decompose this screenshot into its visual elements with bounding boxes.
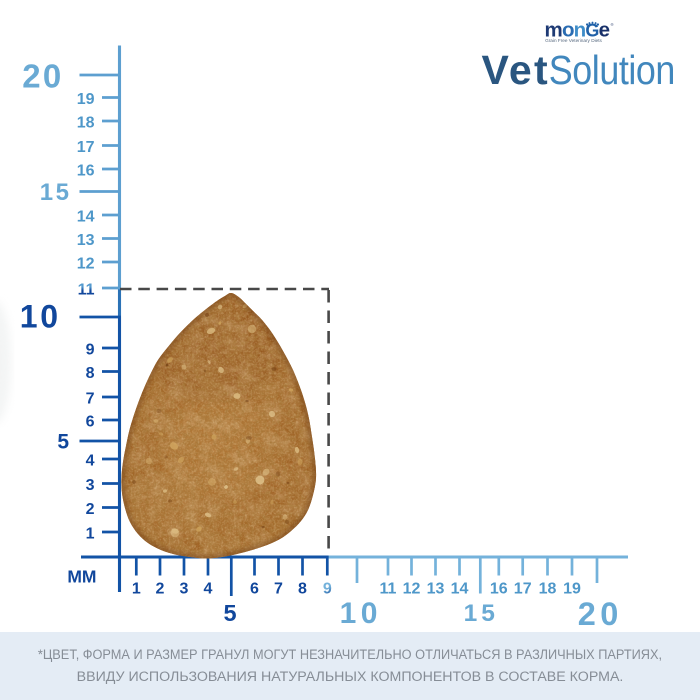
svg-text:6: 6 bbox=[250, 581, 259, 598]
svg-text:®: ® bbox=[611, 22, 614, 27]
svg-text:7: 7 bbox=[274, 581, 283, 598]
svg-text:16: 16 bbox=[490, 581, 508, 598]
svg-text:13: 13 bbox=[77, 232, 95, 249]
svg-text:ММ: ММ bbox=[67, 567, 96, 587]
svg-text:9: 9 bbox=[86, 341, 95, 358]
svg-text:15: 15 bbox=[40, 179, 72, 206]
svg-text:1: 1 bbox=[86, 525, 95, 542]
svg-text:Solution: Solution bbox=[549, 48, 675, 94]
svg-text:5: 5 bbox=[57, 431, 69, 454]
svg-text:5: 5 bbox=[223, 600, 236, 626]
svg-text:4: 4 bbox=[86, 452, 95, 469]
svg-text:8: 8 bbox=[298, 581, 307, 598]
svg-text:15: 15 bbox=[464, 600, 499, 627]
svg-text:2: 2 bbox=[156, 581, 165, 598]
svg-text:19: 19 bbox=[563, 581, 581, 598]
svg-text:13: 13 bbox=[427, 581, 445, 598]
svg-text:11: 11 bbox=[380, 581, 397, 598]
svg-text:12: 12 bbox=[77, 255, 95, 272]
svg-text:8: 8 bbox=[86, 365, 95, 382]
svg-text:20: 20 bbox=[22, 58, 63, 95]
svg-text:monGe: monGe bbox=[545, 19, 610, 42]
svg-text:14: 14 bbox=[77, 208, 95, 225]
svg-text:9: 9 bbox=[323, 581, 332, 598]
svg-text:7: 7 bbox=[86, 390, 95, 407]
svg-text:3: 3 bbox=[180, 581, 189, 598]
svg-text:14: 14 bbox=[451, 581, 469, 598]
svg-text:4: 4 bbox=[204, 581, 213, 598]
svg-text:17: 17 bbox=[77, 139, 95, 156]
svg-text:2: 2 bbox=[86, 501, 95, 518]
svg-text:6: 6 bbox=[86, 413, 95, 430]
svg-text:3: 3 bbox=[86, 477, 95, 494]
svg-text:18: 18 bbox=[539, 581, 557, 598]
svg-text:17: 17 bbox=[514, 581, 532, 598]
svg-text:20: 20 bbox=[578, 596, 623, 632]
svg-text:19: 19 bbox=[77, 91, 95, 108]
svg-text:10: 10 bbox=[340, 597, 382, 630]
svg-text:Vet: Vet bbox=[482, 47, 550, 93]
svg-text:18: 18 bbox=[77, 114, 95, 131]
svg-text:11: 11 bbox=[78, 281, 95, 298]
svg-text:1: 1 bbox=[132, 581, 141, 598]
svg-text:Grain Free Veterinary Diets: Grain Free Veterinary Diets bbox=[545, 38, 602, 43]
svg-text:16: 16 bbox=[77, 162, 95, 179]
svg-text:10: 10 bbox=[20, 299, 61, 335]
svg-text:12: 12 bbox=[403, 581, 421, 598]
